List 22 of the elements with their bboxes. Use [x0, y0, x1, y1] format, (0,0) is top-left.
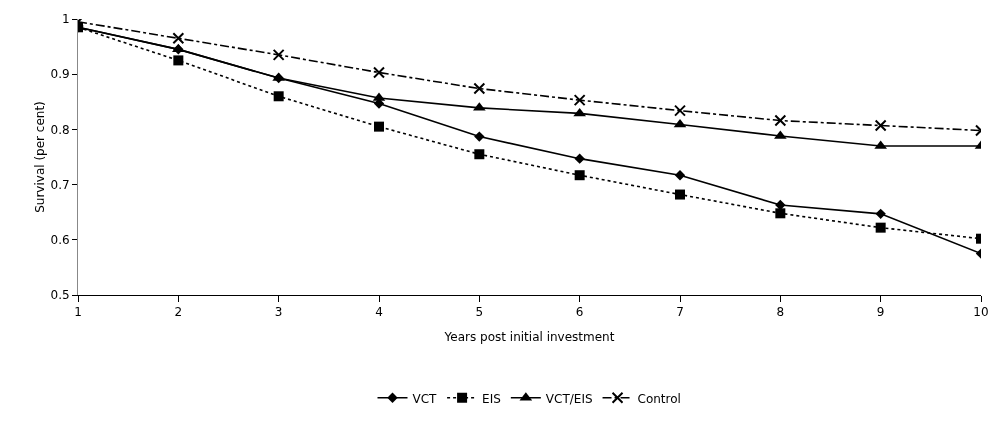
legend-label: VCT/EIS: [545, 391, 593, 406]
y-axis-title: Survival (per cent): [33, 101, 47, 213]
x-tick-label: 3: [274, 305, 283, 320]
y-tick-label: 0.6: [50, 233, 70, 247]
x-tick-label: 4: [375, 305, 383, 320]
x-tick-label: 1: [74, 305, 82, 320]
legend-label: Control: [637, 391, 681, 406]
legend-label: EIS: [482, 391, 501, 406]
y-tick-label: 0.8: [50, 122, 70, 137]
x-tick-label: 7: [676, 305, 684, 320]
x-axis-title: Years post initial investment: [443, 330, 615, 344]
y-tick-label: 0.9: [50, 67, 70, 82]
x-tick-label: 9: [876, 305, 885, 320]
x-tick-label: 10: [973, 305, 989, 320]
y-tick-label: 1: [61, 12, 70, 27]
y-tick-label: 0.5: [50, 288, 70, 303]
x-tick-label: 2: [174, 305, 183, 320]
x-tick-label: 6: [575, 305, 584, 320]
y-tick-label: 0.7: [50, 177, 70, 192]
x-tick-label: 8: [776, 305, 785, 320]
legend-label: VCT: [412, 391, 438, 406]
x-tick-label: 5: [475, 305, 484, 320]
